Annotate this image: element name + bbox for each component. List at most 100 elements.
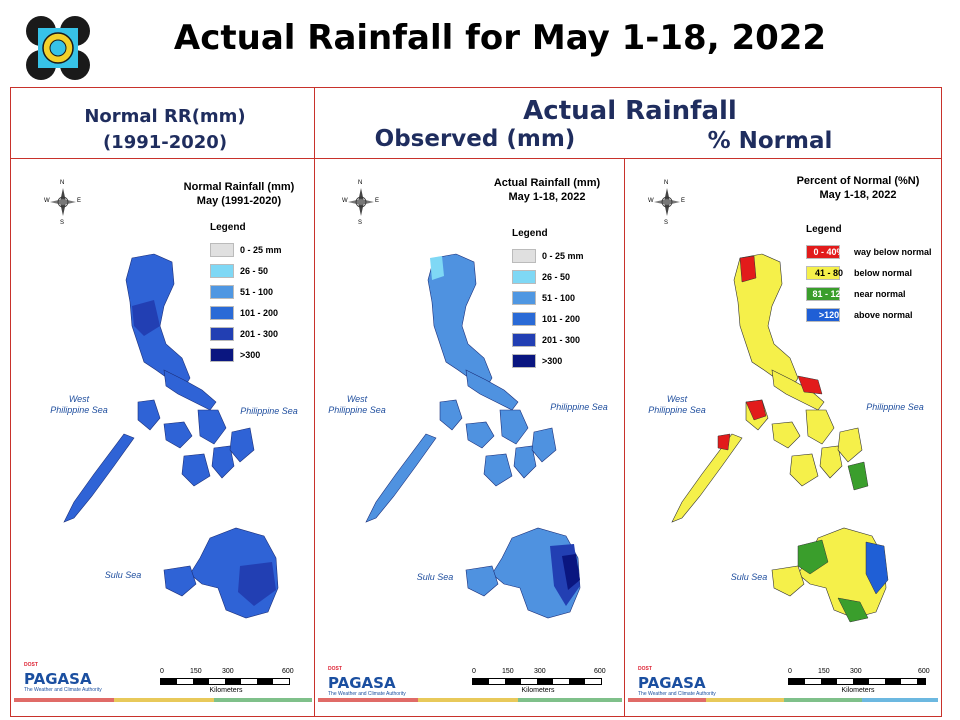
map-title: Actual Rainfall (mm) May 1-18, 2022 (482, 176, 612, 204)
pagasa-tagline: The Weather and Climate Authority (328, 691, 406, 697)
observed-header: Observed (mm) (374, 126, 576, 152)
legend-label: 201 - 300 (240, 328, 279, 339)
legend-swatch (512, 311, 536, 326)
map-title-line1: Actual Rainfall (mm) (493, 177, 601, 189)
west-philippine-sea-label: West Philippine Sea (642, 394, 712, 416)
scale-unit: Kilometers (841, 687, 875, 694)
legend-label: 41 - 80 (814, 267, 844, 278)
footer-strip-green (518, 698, 622, 702)
compass-w: W (648, 198, 654, 204)
pagasa-logo: DOST PAGASA The Weather and Climate Auth… (632, 662, 716, 702)
footer-strip-red (14, 698, 114, 702)
legend-item: 41 - 80 below normal (806, 262, 932, 283)
philippine-sea-label: Philippine Sea (550, 402, 608, 412)
west-sea-line2: Philippine Sea (50, 405, 108, 415)
compass-rose: N S E W (44, 180, 82, 230)
legend-desc: below normal (854, 267, 913, 278)
compass-s: S (358, 220, 363, 226)
legend-label: 0 - 40% (813, 246, 845, 257)
philippine-sea-label: Philippine Sea (866, 402, 924, 412)
compass-n: N (664, 180, 669, 186)
legend-label: 201 - 300 (542, 334, 581, 345)
sulu-sea-label: Sulu Sea (416, 572, 454, 582)
pagasa-logo: DOST PAGASA The Weather and Climate Auth… (322, 662, 406, 702)
normal-header-line2: (1991-2020) (102, 132, 228, 153)
map-title-line2: May (1991-2020) (196, 195, 282, 207)
scale-tick: 600 (594, 668, 606, 675)
compass-w: W (44, 198, 50, 204)
legend-title: Legend (806, 224, 842, 235)
pagasa-tagline: The Weather and Climate Authority (638, 691, 716, 697)
legend-desc: way below normal (854, 246, 932, 257)
dost-logo (24, 14, 92, 82)
scale-tick: 150 (190, 668, 202, 675)
legend-label: >300 (542, 355, 563, 366)
legend: Legend 0 - 25 mm 26 - 50 51 - 100 101 - … (210, 222, 282, 365)
legend-label: 101 - 200 (240, 307, 279, 318)
legend-item: 51 - 100 (512, 287, 584, 308)
footer-strip-blue (862, 698, 938, 702)
scale-tick: 300 (850, 668, 862, 675)
actual-header: Actual Rainfall (523, 96, 737, 126)
compass-e: E (681, 198, 686, 204)
compass-s: S (664, 220, 669, 226)
west-sea-line2: Philippine Sea (648, 405, 706, 415)
legend-desc: near normal (854, 288, 906, 299)
legend-swatch (210, 326, 234, 341)
legend-item: 0 - 25 mm (512, 245, 584, 266)
scale-unit: Kilometers (521, 687, 555, 694)
west-sea-line1: West (68, 394, 90, 404)
pagasa-pre: DOST (638, 666, 652, 672)
legend-swatch (512, 290, 536, 305)
legend-label: 51 - 100 (240, 286, 274, 297)
pagasa-wordmark: PAGASA (328, 674, 396, 692)
map-title: Percent of Normal (%N) May 1-18, 2022 (788, 174, 928, 202)
west-philippine-sea-label: West Philippine Sea (322, 394, 392, 416)
west-sea-line2: Philippine Sea (328, 405, 386, 415)
header-divider (10, 158, 942, 159)
pagasa-wordmark: PAGASA (24, 670, 92, 688)
legend-item: 26 - 50 (512, 266, 584, 287)
legend-label: 26 - 50 (240, 265, 269, 276)
footer-strip-green (214, 698, 312, 702)
west-philippine-sea-label: West Philippine Sea (44, 394, 114, 416)
map-title-line1: Normal Rainfall (mm) (183, 181, 295, 193)
legend-swatch (512, 248, 536, 263)
scale-bar: 0 150 300 600 Kilometers (788, 668, 930, 694)
legend-item: >120 above normal (806, 304, 932, 325)
legend-label: >120 (818, 309, 840, 320)
legend-label: 81 - 120 (812, 288, 846, 299)
content-frame (10, 87, 942, 717)
scale-tick: 300 (534, 668, 546, 675)
legend-swatch (210, 305, 234, 320)
normal-rainfall-panel: N S E W Normal Rainfall (mm) May (1991-2… (14, 166, 312, 706)
scale-bar-graphic (472, 678, 602, 685)
scale-tick: 0 (472, 668, 476, 675)
legend-item: 201 - 300 (512, 329, 584, 350)
compass-e: E (375, 198, 380, 204)
legend-swatch (512, 353, 536, 368)
legend: Legend 0 - 40% way below normal 41 - 80 … (806, 224, 932, 325)
scale-bar-graphic (788, 678, 926, 685)
compass-e: E (77, 198, 82, 204)
legend: Legend 0 - 25 mm 26 - 50 51 - 100 101 - … (512, 228, 584, 371)
legend-label: >300 (240, 349, 261, 360)
compass-n: N (60, 180, 65, 186)
scale-tick: 150 (502, 668, 514, 675)
percent-normal-panel: N S E W Percent of Normal (%N) May 1-18,… (628, 166, 938, 706)
legend-swatch (806, 265, 840, 280)
legend-swatch (806, 307, 840, 322)
footer-strip-yellow (706, 698, 784, 702)
legend-swatch (210, 242, 234, 257)
pagasa-tagline: The Weather and Climate Authority (24, 687, 102, 693)
footer-strip-yellow (418, 698, 518, 702)
compass-s: S (60, 220, 65, 226)
scale-unit: Kilometers (209, 687, 243, 694)
legend-item: 0 - 40% way below normal (806, 241, 932, 262)
map-title-line2: May 1-18, 2022 (508, 191, 586, 203)
legend-label: 0 - 25 mm (542, 250, 584, 261)
scale-bar-graphic (160, 678, 290, 685)
legend-item: 0 - 25 mm (210, 239, 282, 260)
legend-desc: above normal (854, 309, 913, 320)
scale-tick: 600 (918, 668, 930, 675)
